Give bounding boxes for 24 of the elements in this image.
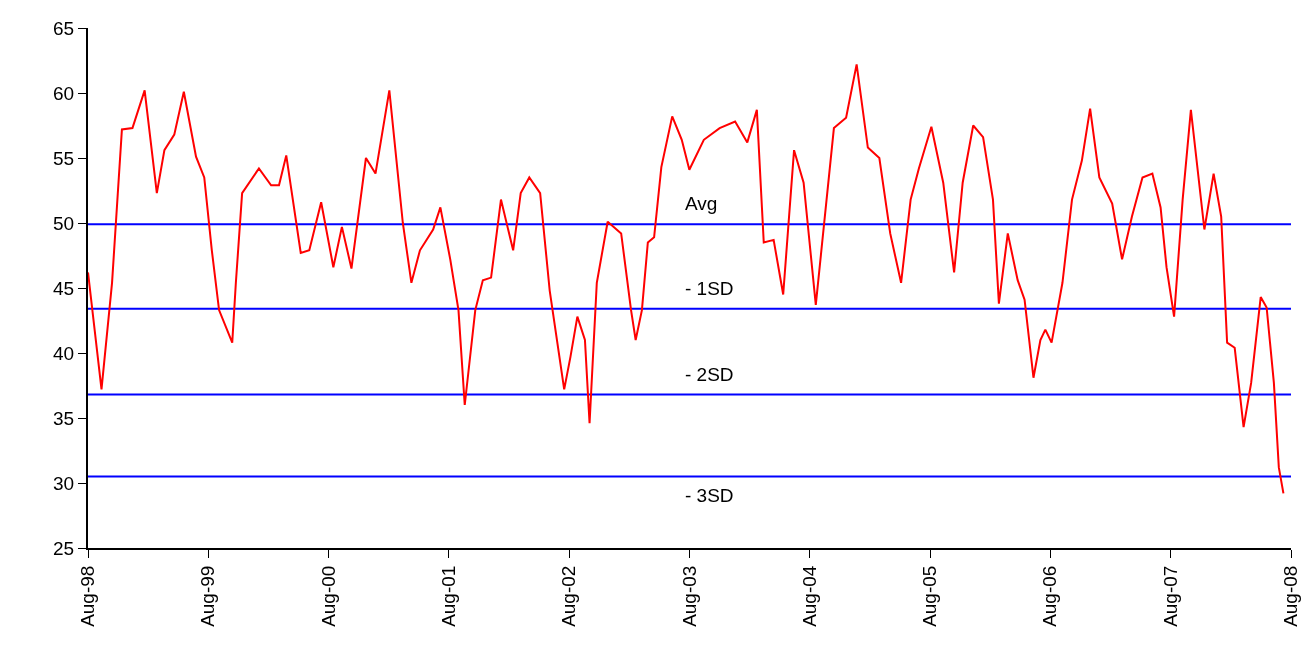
x-tick-label: Aug-05 <box>919 565 941 627</box>
y-tick-label: 30 <box>53 472 75 494</box>
x-tick-label: Aug-06 <box>1039 565 1061 627</box>
y-tick-label: 25 <box>53 537 75 559</box>
ref-line-label: Avg <box>685 193 718 214</box>
y-tick-label: 50 <box>53 212 75 234</box>
x-tick-label: Aug-02 <box>558 565 580 627</box>
y-tick-label: 65 <box>53 17 75 39</box>
y-tick-label: 60 <box>53 82 75 104</box>
y-tick-label: 55 <box>53 147 75 169</box>
x-tick-label: Aug-07 <box>1159 565 1181 627</box>
x-tick-label: Aug-04 <box>799 565 821 627</box>
x-tick-label: Aug-03 <box>678 565 700 627</box>
y-tick-label: 45 <box>53 277 75 299</box>
y-tick-label: 35 <box>53 407 75 429</box>
ref-line-label: - 2SD <box>685 364 734 385</box>
y-tick-label: 40 <box>53 342 75 364</box>
x-tick-label: Aug-01 <box>438 565 460 627</box>
x-tick-label: Aug-08 <box>1280 565 1302 627</box>
x-tick-label: Aug-00 <box>317 565 339 627</box>
ref-line-label: - 1SD <box>685 278 734 299</box>
ref-line-label: - 3SD <box>685 485 734 506</box>
x-tick-label: Aug-98 <box>77 565 99 627</box>
x-tick-label: Aug-99 <box>197 565 219 627</box>
